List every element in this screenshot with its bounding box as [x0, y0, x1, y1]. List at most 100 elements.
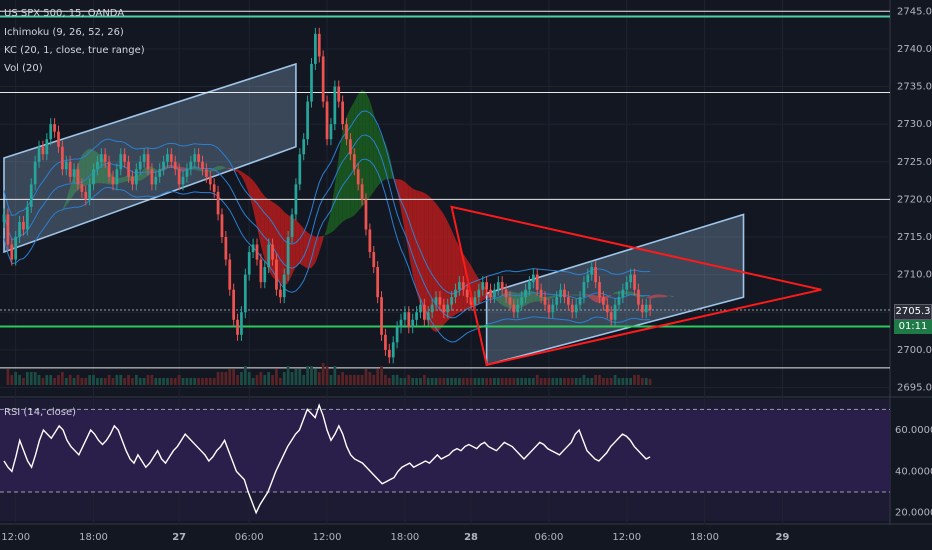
volume-bar — [220, 372, 224, 385]
volume-bar — [158, 378, 162, 385]
volume-bar — [255, 375, 259, 385]
rsi-axis-tick-label: 20.0000 — [895, 508, 932, 519]
candle-body — [590, 267, 594, 275]
candle-body — [578, 297, 582, 305]
ichimoku-cloud-segment — [249, 176, 254, 210]
candle-body — [325, 101, 329, 140]
volume-bar — [477, 378, 481, 385]
candle-body — [570, 304, 574, 313]
candle-body — [637, 289, 640, 305]
candle-body — [586, 274, 590, 283]
candle-body — [247, 252, 251, 275]
ichimoku-cloud-segment — [654, 294, 658, 299]
candle-body — [345, 124, 348, 140]
candle-body — [251, 244, 255, 253]
candle-body — [461, 282, 465, 290]
ichimoku-cloud-segment — [140, 168, 145, 181]
indicator-keltner-label[interactable]: KC (20, 1, close, true range) — [4, 45, 145, 56]
volume-bar — [617, 378, 621, 385]
candle-body — [493, 289, 496, 298]
volume-bar — [53, 378, 56, 385]
ichimoku-cloud-segment — [120, 176, 125, 183]
candle-body — [138, 161, 142, 170]
price-axis-tick-label: 2700.0 — [897, 345, 932, 356]
ichimoku-cloud-segment — [626, 291, 631, 296]
candle-body — [6, 214, 10, 245]
candle-body — [337, 86, 341, 102]
candle-body — [535, 274, 539, 290]
volume-bar — [465, 378, 469, 385]
ichimoku-cloud-segment — [443, 214, 448, 325]
candle-body — [306, 101, 309, 140]
price-axis-tick-label: 2730.0 — [897, 119, 932, 130]
volume-bar — [469, 378, 473, 385]
candle-body — [146, 154, 150, 170]
candle-body — [574, 304, 578, 313]
volume-bar — [454, 378, 457, 385]
candle-body — [193, 154, 197, 162]
price-axis-tick-label: 2710.0 — [897, 270, 932, 281]
candle-body — [387, 349, 391, 358]
candle-body — [473, 297, 477, 305]
candle-body — [625, 282, 629, 290]
volume-bar — [267, 372, 271, 385]
candle-body — [559, 289, 562, 298]
candle-body — [310, 63, 313, 102]
candle-body — [349, 139, 352, 155]
candle-body — [415, 312, 418, 320]
volume-bar — [567, 378, 570, 385]
ichimoku-cloud-segment — [661, 294, 666, 298]
volume-bar — [399, 378, 403, 385]
ichimoku-cloud-segment — [81, 150, 86, 187]
candle-body — [88, 184, 91, 200]
candle-body — [547, 304, 551, 313]
candle-body — [376, 267, 380, 298]
ichimoku-cloud-segment — [319, 235, 324, 253]
volume-bar — [41, 378, 45, 385]
candle-body — [76, 169, 80, 185]
ichimoku-cloud-segment — [280, 207, 285, 286]
volume-bar — [508, 378, 512, 385]
ichimoku-cloud-segment — [548, 295, 553, 300]
ichimoku-cloud-segment — [253, 180, 257, 227]
volume-bar — [578, 378, 582, 385]
volume-bar — [621, 378, 625, 385]
volume-bar — [594, 375, 597, 385]
volume-bar — [387, 378, 391, 385]
volume-bar — [216, 372, 220, 385]
volume-bar — [103, 378, 107, 385]
time-axis-tick-label: 18:00 — [79, 532, 108, 543]
ichimoku-cloud-segment — [342, 116, 347, 222]
candle-body — [446, 304, 450, 313]
rsi-line — [3, 403, 651, 515]
candle-body — [629, 274, 633, 283]
ichimoku-cloud-segment — [424, 192, 429, 324]
volume-bar — [337, 375, 341, 385]
indicator-ichimoku-label[interactable]: Ichimoku (9, 26, 52, 26) — [4, 27, 124, 38]
volume-bar — [422, 375, 426, 385]
candle-body — [111, 176, 115, 185]
candle-body — [33, 161, 37, 185]
volume-bar — [290, 372, 294, 385]
indicator-volume-label[interactable]: Vol (20) — [4, 63, 43, 74]
candle-body — [539, 289, 543, 298]
time-axis-tick-label: 06:00 — [534, 532, 563, 543]
time-axis-tick-label: 18:00 — [690, 532, 719, 543]
candle-body — [2, 214, 6, 222]
candle-body — [458, 282, 461, 290]
candle-body — [115, 169, 119, 185]
candle-body — [45, 139, 49, 155]
volume-bar — [637, 375, 640, 385]
candle-body — [278, 289, 282, 298]
candle-body — [391, 342, 395, 358]
rsi-axis-tick-label: 60.0000 — [895, 425, 932, 436]
candle-body — [224, 237, 228, 260]
price-axis-tick-label: 2715.0 — [897, 232, 932, 243]
volume-bar — [92, 375, 95, 385]
rsi-label[interactable]: RSI (14, close) — [4, 407, 77, 418]
volume-bar — [189, 378, 193, 385]
candle-body — [516, 304, 520, 313]
volume-bar — [177, 375, 181, 385]
candle-body — [352, 154, 356, 170]
volume-bar — [403, 378, 407, 385]
